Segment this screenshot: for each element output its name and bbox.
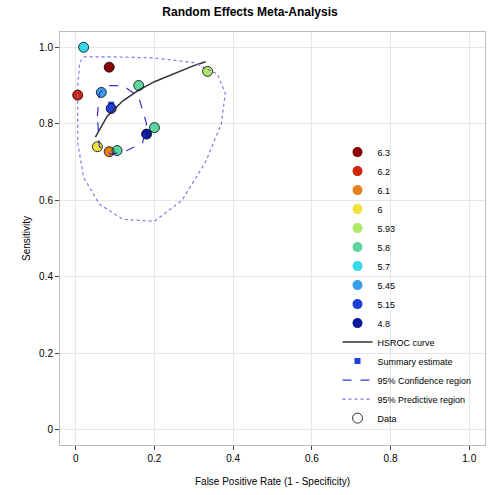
svg-text:6.2: 6.2 (378, 167, 391, 177)
svg-text:0.6: 0.6 (39, 195, 53, 206)
svg-text:0: 0 (47, 424, 53, 435)
svg-text:Summary estimate: Summary estimate (378, 357, 453, 367)
svg-text:Sensitivity: Sensitivity (21, 216, 32, 261)
svg-text:0.8: 0.8 (384, 453, 398, 464)
svg-text:1.0: 1.0 (39, 42, 53, 53)
svg-text:95% Confidence region: 95% Confidence region (378, 376, 472, 386)
svg-text:False Positive Rate (1 - Speci: False Positive Rate (1 - Specificity) (195, 476, 350, 487)
svg-text:0.2: 0.2 (147, 453, 161, 464)
svg-text:0: 0 (73, 453, 79, 464)
svg-text:HSROC curve: HSROC curve (378, 338, 435, 348)
svg-text:Data: Data (378, 414, 397, 424)
svg-text:0.2: 0.2 (39, 348, 53, 359)
svg-text:5.45: 5.45 (378, 281, 396, 291)
svg-text:Random Effects Meta-Analysis: Random Effects Meta-Analysis (162, 5, 338, 19)
svg-text:95% Predictive region: 95% Predictive region (378, 395, 466, 405)
svg-text:4.8: 4.8 (378, 319, 391, 329)
svg-text:6: 6 (378, 205, 383, 215)
svg-text:0.4: 0.4 (39, 271, 53, 282)
svg-text:5.8: 5.8 (378, 243, 391, 253)
svg-text:5.15: 5.15 (378, 300, 396, 310)
svg-text:1.0: 1.0 (462, 453, 476, 464)
svg-text:6.3: 6.3 (378, 148, 391, 158)
svg-text:5.93: 5.93 (378, 224, 396, 234)
svg-text:0.6: 0.6 (305, 453, 319, 464)
svg-text:0.4: 0.4 (226, 453, 240, 464)
svg-text:5.7: 5.7 (378, 262, 391, 272)
svg-text:0.8: 0.8 (39, 118, 53, 129)
svg-text:6.1: 6.1 (378, 186, 391, 196)
